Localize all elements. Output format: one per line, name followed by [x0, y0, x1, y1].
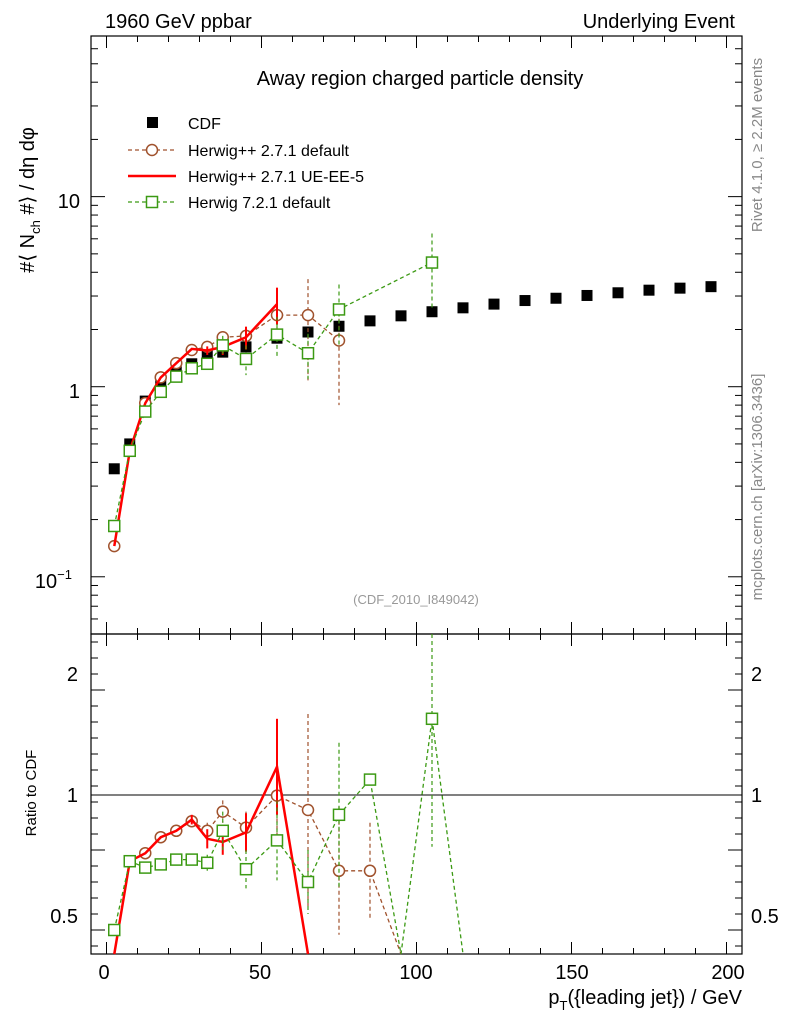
ratio-point-herwig-2-7-1-default — [301, 803, 315, 817]
cdf-point — [612, 287, 624, 299]
axis-ticks — [91, 35, 742, 954]
ratio-point-herwig-7-2-1-default — [270, 834, 284, 847]
source-label: mcplots.cern.ch [arXiv:1306.3436] — [749, 374, 766, 601]
cdf-point — [488, 298, 500, 310]
main-ylabel: #⟨ Nch #⟩ / dη dφ — [17, 127, 43, 273]
ratio-point-herwig-2-7-1-default — [363, 864, 377, 878]
legend-label-herwigpp-default: Herwig++ 2.7.1 default — [188, 143, 350, 160]
rivet-version-label: Rivet 4.1.0, ≥ 2.2M events — [749, 58, 766, 232]
energy-label: 1960 GeV ppbar — [105, 11, 252, 33]
point-herwig-7-2-1-default — [123, 444, 136, 458]
legend-label-herwigpp-ueee5: Herwig++ 2.7.1 UE-EE-5 — [188, 169, 364, 186]
ratio-line-herwig-2-7-1-default — [113, 794, 402, 955]
point-herwig-2-7-1-default — [301, 308, 315, 322]
ratio-ytick-label-2-left: 2 — [67, 664, 78, 686]
xtick-label-150: 150 — [555, 962, 588, 984]
series-line-herwig-2-7-1-ue-ee-5 — [113, 303, 278, 547]
ratio-ytick-label-0.5-right: 0.5 — [751, 906, 779, 928]
point-herwig-7-2-1-default — [185, 362, 198, 375]
ratio-point-herwig-7-2-1-default — [154, 858, 167, 871]
legend-marker-cdf — [147, 117, 158, 128]
point-herwig-7-2-1-default — [139, 405, 152, 418]
legend-label-cdf: CDF — [188, 116, 221, 133]
point-herwig-7-2-1-default — [154, 385, 167, 399]
cdf-point — [457, 302, 469, 314]
legend: CDF Herwig++ 2.7.1 default Herwig++ 2.7.… — [128, 116, 364, 212]
ratio-plot-frame — [90, 633, 743, 955]
point-herwig-7-2-1-default — [216, 339, 229, 352]
ratio-line-herwig-7-2-1-default — [113, 718, 464, 955]
ratio-point-herwig-7-2-1-default — [108, 923, 121, 937]
plot-title: Away region charged particle density — [257, 68, 583, 90]
cdf-point — [581, 289, 593, 301]
point-herwig-7-2-1-default — [201, 357, 214, 371]
ratio-point-herwig-7-2-1-default — [301, 875, 315, 889]
main-plot-marks — [108, 233, 717, 553]
cdf-point — [364, 315, 376, 327]
process-label: Underlying Event — [583, 11, 736, 33]
ratio-ytick-label-2-right: 2 — [751, 664, 762, 686]
point-herwig-7-2-1-default — [332, 303, 346, 316]
cdf-point — [519, 295, 531, 307]
xtick-label-50: 50 — [249, 962, 271, 984]
ytick-label-1: 1 — [69, 381, 80, 403]
ytick-label-0.1: 10−1 — [35, 567, 72, 593]
point-herwig-7-2-1-default — [170, 370, 183, 383]
point-herwig-7-2-1-default — [301, 346, 315, 360]
ratio-ylabel: Ratio to CDF — [23, 750, 40, 837]
ratio-ytick-label-0.5-left: 0.5 — [50, 906, 78, 928]
xtick-label-0: 0 — [98, 962, 109, 984]
ratio-point-herwig-7-2-1-default — [425, 712, 439, 726]
ytick-label-10: 10 — [58, 191, 80, 213]
ratio-point-herwig-7-2-1-default — [139, 861, 152, 874]
point-herwig-7-2-1-default — [270, 328, 284, 341]
point-herwig-7-2-1-default — [108, 519, 121, 533]
legend-marker-herwigpp-default — [145, 143, 159, 157]
analysis-id-label: (CDF_2010_I849042) — [353, 592, 479, 607]
cdf-point — [201, 350, 213, 362]
cdf-point — [124, 438, 136, 450]
legend-label-herwig7: Herwig 7.2.1 default — [188, 195, 331, 212]
cdf-point — [674, 282, 686, 294]
ratio-point-herwig-7-2-1-default — [201, 856, 214, 870]
cdf-point — [426, 306, 438, 318]
xtick-label-100: 100 — [399, 962, 432, 984]
legend-marker-herwig7 — [145, 195, 159, 209]
ratio-point-herwig-7-2-1-default — [239, 862, 253, 876]
ratio-ytick-label-1-right: 1 — [751, 785, 762, 807]
ratio-plot-marks — [108, 634, 464, 955]
ratio-point-herwig-7-2-1-default — [123, 854, 136, 868]
ratio-point-herwig-7-2-1-default — [216, 824, 229, 838]
cdf-point — [395, 310, 407, 322]
cdf-point — [108, 463, 120, 475]
ratio-point-herwig-7-2-1-default — [332, 808, 346, 822]
ratio-point-herwig-7-2-1-default — [363, 773, 377, 786]
xtick-label-200: 200 — [711, 962, 744, 984]
ratio-point-herwig-7-2-1-default — [185, 853, 198, 866]
cdf-point — [643, 284, 655, 296]
x-axis-label: pT({leading jet}) / GeV — [548, 987, 742, 1013]
cdf-point — [550, 292, 562, 304]
ratio-point-herwig-7-2-1-default — [170, 853, 183, 866]
point-herwig-7-2-1-default — [425, 256, 439, 269]
cdf-point — [705, 281, 717, 293]
point-herwig-7-2-1-default — [239, 352, 253, 366]
ratio-ytick-label-1-left: 1 — [67, 785, 78, 807]
